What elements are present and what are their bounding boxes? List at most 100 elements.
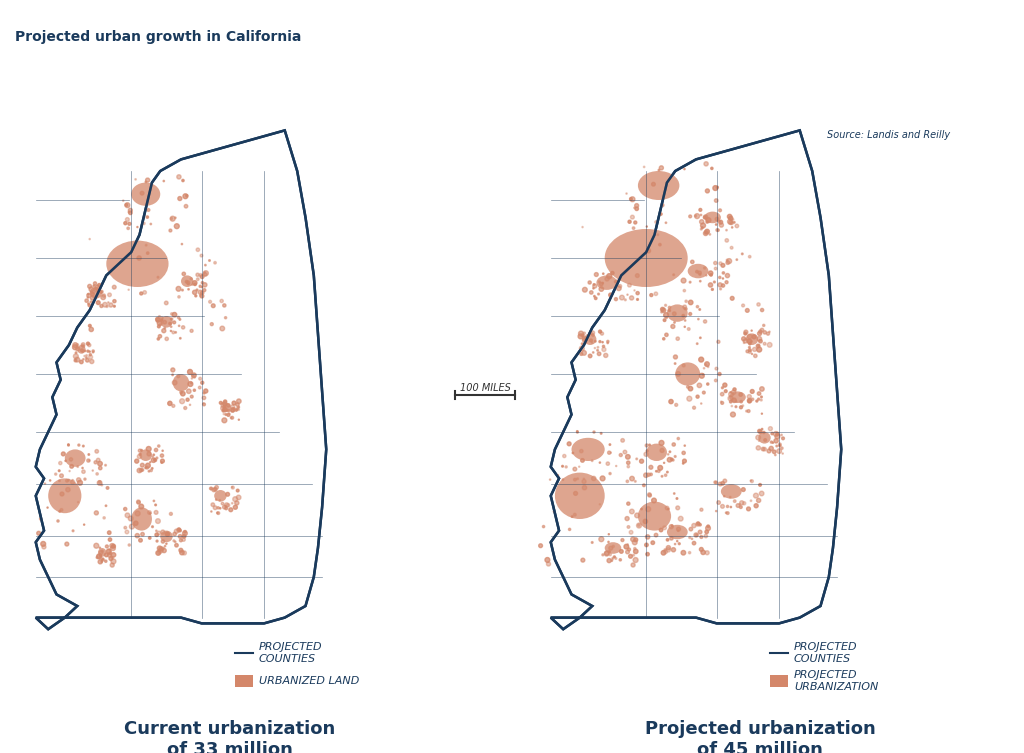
Ellipse shape [721, 484, 741, 498]
Circle shape [615, 280, 617, 282]
Circle shape [726, 261, 730, 264]
Circle shape [616, 286, 622, 291]
Circle shape [593, 288, 594, 289]
Circle shape [170, 319, 172, 320]
Circle shape [78, 480, 82, 485]
Circle shape [182, 535, 185, 538]
Circle shape [108, 553, 112, 557]
Circle shape [611, 560, 612, 562]
Circle shape [562, 465, 563, 467]
Circle shape [93, 285, 94, 286]
Circle shape [106, 486, 109, 489]
Circle shape [140, 450, 142, 451]
Circle shape [547, 562, 551, 566]
Circle shape [698, 530, 701, 534]
Circle shape [182, 531, 187, 535]
Circle shape [620, 453, 623, 456]
Circle shape [612, 545, 614, 547]
Circle shape [629, 554, 633, 558]
Circle shape [698, 309, 700, 310]
Circle shape [674, 456, 676, 457]
Circle shape [745, 350, 749, 352]
Circle shape [103, 517, 105, 519]
Circle shape [146, 447, 152, 451]
Circle shape [626, 480, 629, 483]
Circle shape [155, 504, 157, 506]
Circle shape [214, 261, 216, 264]
Circle shape [643, 520, 647, 523]
Circle shape [696, 343, 698, 344]
Circle shape [228, 413, 230, 414]
Circle shape [645, 444, 648, 447]
Circle shape [688, 300, 693, 305]
Circle shape [95, 285, 100, 290]
Circle shape [751, 330, 753, 331]
Circle shape [672, 547, 676, 552]
Circle shape [624, 544, 629, 549]
Circle shape [166, 543, 167, 544]
Text: Source: Landis and Reilly: Source: Landis and Reilly [826, 130, 950, 140]
Circle shape [150, 513, 151, 514]
Circle shape [602, 282, 603, 284]
Circle shape [189, 404, 190, 405]
Circle shape [726, 505, 729, 508]
Circle shape [231, 486, 234, 489]
Circle shape [729, 401, 732, 403]
Circle shape [663, 337, 665, 340]
Circle shape [94, 511, 98, 515]
Circle shape [168, 401, 172, 406]
Circle shape [748, 395, 752, 398]
Circle shape [677, 527, 681, 531]
Circle shape [180, 391, 182, 394]
Ellipse shape [596, 276, 617, 290]
Circle shape [87, 297, 89, 298]
Circle shape [203, 403, 206, 406]
Circle shape [199, 386, 201, 389]
Circle shape [634, 207, 635, 209]
Circle shape [104, 560, 106, 562]
Circle shape [669, 306, 671, 309]
Ellipse shape [181, 276, 194, 287]
Ellipse shape [705, 212, 721, 223]
Ellipse shape [646, 444, 667, 461]
Circle shape [65, 460, 67, 462]
Circle shape [668, 457, 672, 462]
Circle shape [666, 547, 671, 552]
Circle shape [599, 340, 601, 343]
Circle shape [114, 305, 116, 307]
Circle shape [84, 355, 85, 357]
Circle shape [743, 332, 746, 335]
Circle shape [699, 220, 703, 224]
Ellipse shape [48, 478, 81, 514]
Circle shape [209, 300, 212, 303]
Circle shape [203, 403, 204, 404]
Circle shape [732, 218, 734, 221]
Circle shape [620, 559, 622, 561]
Circle shape [749, 346, 751, 349]
Circle shape [675, 363, 676, 364]
Circle shape [201, 291, 204, 294]
Circle shape [179, 548, 183, 552]
Circle shape [749, 349, 752, 352]
Circle shape [222, 401, 227, 406]
Circle shape [100, 304, 103, 307]
Circle shape [683, 462, 684, 464]
Circle shape [58, 480, 60, 481]
Circle shape [600, 331, 601, 333]
Circle shape [161, 540, 165, 543]
Circle shape [745, 410, 748, 412]
Circle shape [584, 332, 586, 334]
Circle shape [128, 516, 133, 521]
Circle shape [99, 550, 103, 554]
Circle shape [171, 312, 173, 315]
Circle shape [729, 392, 733, 397]
Circle shape [173, 321, 176, 324]
Circle shape [148, 471, 150, 472]
Circle shape [763, 447, 766, 451]
Circle shape [741, 337, 745, 341]
Circle shape [757, 344, 760, 348]
Circle shape [579, 331, 584, 336]
Circle shape [47, 507, 48, 508]
Circle shape [87, 294, 91, 297]
Circle shape [182, 551, 186, 555]
